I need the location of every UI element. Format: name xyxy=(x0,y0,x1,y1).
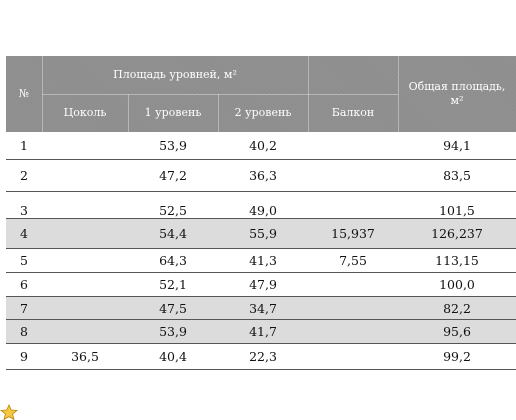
cell-level2: 49,0 xyxy=(249,203,277,218)
table-row: 1 53,9 40,2 94,1 xyxy=(6,132,516,160)
cell-total: 100,0 xyxy=(439,277,475,292)
cell-tsokol xyxy=(42,249,128,272)
cell-num: 3 xyxy=(20,203,28,218)
cell-num: 4 xyxy=(20,226,28,241)
table-row: 2 47,2 36,3 83,5 xyxy=(6,160,516,192)
cell-level2: 41,7 xyxy=(249,324,277,339)
cell-num: 8 xyxy=(20,324,28,339)
cell-balcony: 7,55 xyxy=(339,253,367,268)
cell-tsokol xyxy=(42,132,128,159)
cell-total: 101,5 xyxy=(439,203,475,218)
cell-level1: 47,2 xyxy=(159,168,187,183)
table-row: 4 54,4 55,9 15,937 126,237 xyxy=(6,219,516,249)
cell-total: 113,15 xyxy=(435,253,479,268)
cell-balcony xyxy=(308,132,398,159)
cell-num: 1 xyxy=(20,138,28,153)
cell-total: 94,1 xyxy=(443,138,471,153)
table-row: 7 47,5 34,7 82,2 xyxy=(6,297,516,320)
header-total-area: Общая площадь, м² xyxy=(398,56,516,132)
table-row: 6 52,1 47,9 100,0 xyxy=(6,273,516,297)
cell-level1: 47,5 xyxy=(159,300,187,316)
cell-balcony xyxy=(308,273,398,296)
cell-level2: 34,7 xyxy=(249,300,277,316)
header-total-line1: Общая площадь, xyxy=(408,80,506,93)
cell-level1: 52,5 xyxy=(159,203,187,218)
table-row: 3 52,5 49,0 101,5 xyxy=(6,192,516,219)
table-row: 5 64,3 41,3 7,55 113,15 xyxy=(6,249,516,273)
cell-level2: 47,9 xyxy=(249,277,277,292)
cell-total: 126,237 xyxy=(431,226,483,241)
cell-num: 6 xyxy=(20,277,28,292)
cell-level2: 41,3 xyxy=(249,253,277,268)
cell-tsokol xyxy=(42,320,128,343)
header-area-levels: Площадь уровней, м² xyxy=(113,68,237,81)
header-col-balcony: Балкон xyxy=(331,106,375,119)
cell-balcony xyxy=(308,297,398,319)
cell-balcony xyxy=(308,192,398,218)
cell-level2: 36,3 xyxy=(249,168,277,183)
cell-tsokol xyxy=(42,219,128,248)
cell-balcony xyxy=(308,160,398,191)
cell-level1: 53,9 xyxy=(159,138,187,153)
cell-total: 99,2 xyxy=(443,349,471,364)
cell-balcony: 15,937 xyxy=(331,226,375,241)
cell-tsokol xyxy=(42,297,128,319)
cell-level2: 22,3 xyxy=(249,349,277,364)
cell-total: 95,6 xyxy=(443,324,471,339)
table-header: № Площадь уровней, м² Общая площадь, м² … xyxy=(6,56,516,132)
header-num: № xyxy=(18,87,30,100)
table-row: 8 53,9 41,7 95,6 xyxy=(6,320,516,344)
cell-num: 7 xyxy=(20,300,28,316)
header-col-level2: 2 уровень xyxy=(234,106,292,119)
cell-balcony xyxy=(308,320,398,343)
cell-tsokol xyxy=(42,273,128,296)
area-table: № Площадь уровней, м² Общая площадь, м² … xyxy=(6,56,516,370)
cell-balcony xyxy=(308,344,398,369)
header-col-level1: 1 уровень xyxy=(144,106,202,119)
cell-level1: 40,4 xyxy=(159,349,187,364)
cell-tsokol xyxy=(42,192,128,218)
cell-num: 5 xyxy=(20,253,28,268)
table-row: 9 36,5 40,4 22,3 99,2 xyxy=(6,344,516,370)
cell-num: 2 xyxy=(20,168,28,183)
star-icon xyxy=(0,404,18,420)
cell-total: 83,5 xyxy=(443,168,471,183)
cell-level2: 40,2 xyxy=(249,138,277,153)
cell-tsokol: 36,5 xyxy=(71,349,99,364)
cell-total: 82,2 xyxy=(443,300,471,316)
cell-level1: 52,1 xyxy=(159,277,187,292)
cell-level1: 64,3 xyxy=(159,253,187,268)
cell-level1: 53,9 xyxy=(159,324,187,339)
cell-level2: 55,9 xyxy=(249,226,277,241)
cell-tsokol xyxy=(42,160,128,191)
cell-level1: 54,4 xyxy=(159,226,187,241)
cell-num: 9 xyxy=(20,349,28,364)
header-col-tsokol: Цоколь xyxy=(63,106,107,119)
header-total-line2: м² xyxy=(450,94,464,107)
